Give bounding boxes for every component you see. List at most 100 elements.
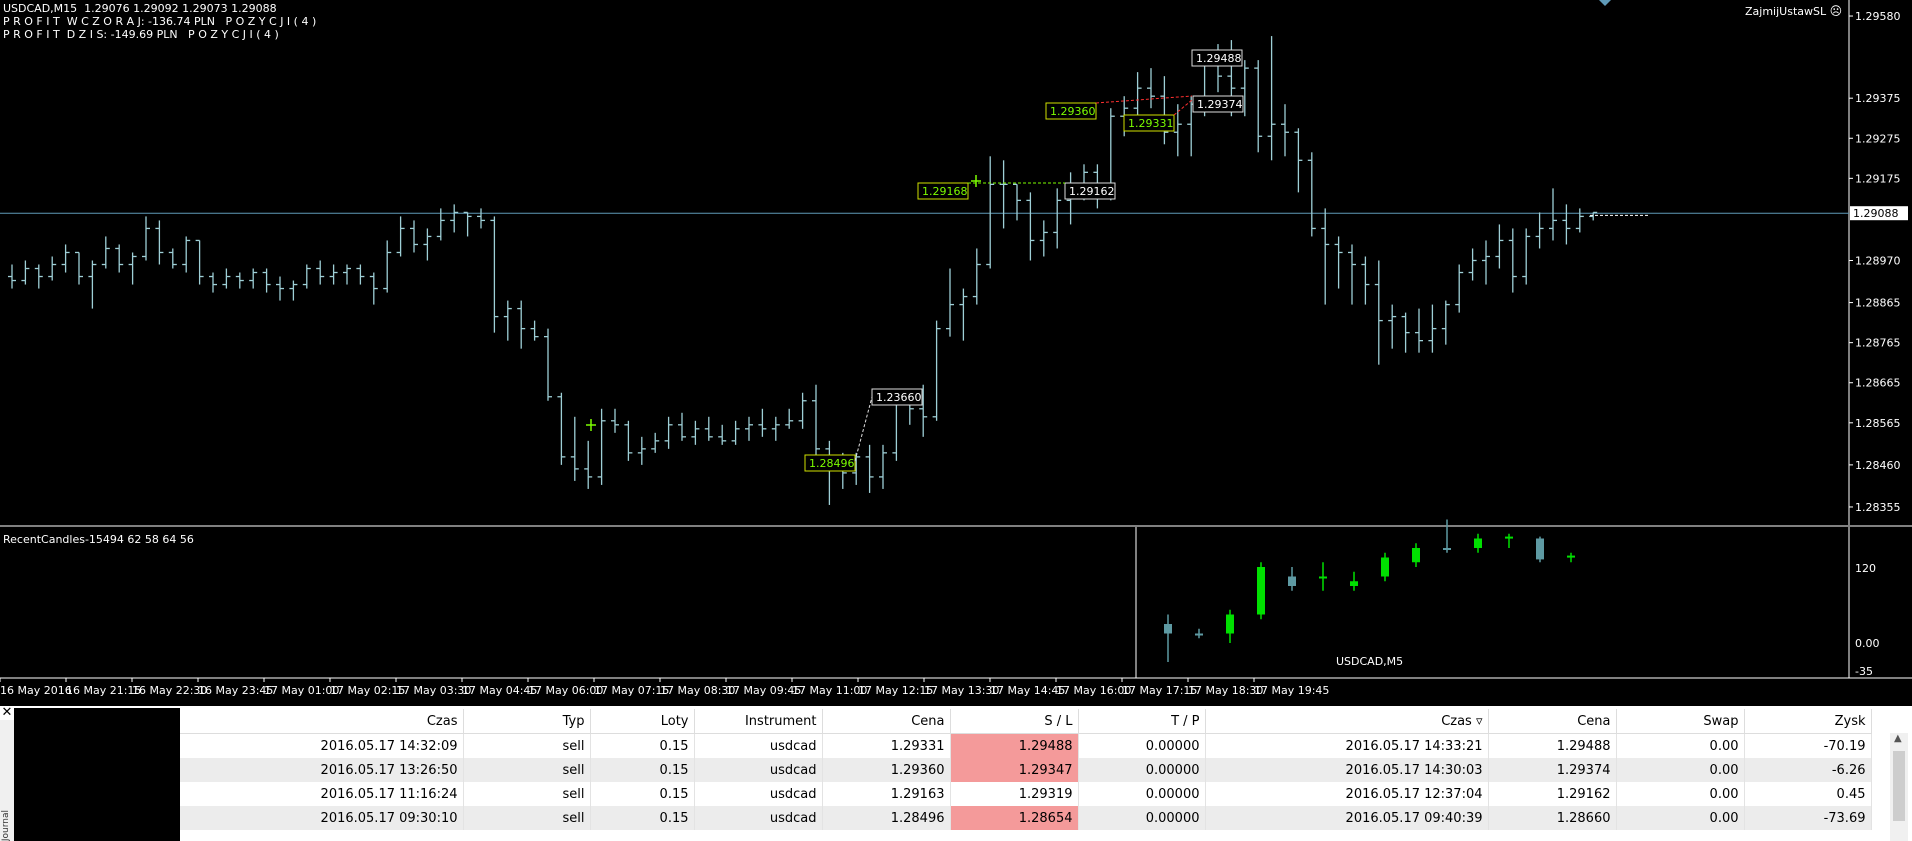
column-header[interactable]: S / L: [950, 709, 1079, 734]
trade-price-text: 1.29374: [1197, 98, 1243, 111]
column-header[interactable]: Cena: [1488, 709, 1617, 734]
column-header[interactable]: Cena: [822, 709, 951, 734]
time-tick-label: 17 May 13:30: [924, 684, 999, 697]
smiley-icon[interactable]: ☹: [1829, 4, 1843, 18]
ohlc-bar: [1589, 211, 1598, 221]
table-cell: 1.29331: [822, 733, 951, 758]
column-header[interactable]: Instrument: [694, 709, 823, 734]
ohlc-bar: [731, 420, 740, 445]
time-tick-label: 17 May 01:00: [264, 684, 339, 697]
trade-link: [854, 396, 873, 462]
table-cell: 0.00000: [1078, 782, 1206, 806]
ohlc-bar: [1334, 236, 1343, 289]
indicator-candle: [1319, 562, 1327, 591]
table-cell: 1.29488: [950, 733, 1079, 758]
trade-link: [1173, 99, 1193, 116]
indicator-candle: [1288, 567, 1296, 591]
table-row[interactable]: 2016.05.17 09:30:10 sell 0.15 usdcad 1.28496…: [180, 806, 1872, 830]
ohlc-bar: [450, 204, 459, 233]
current-price-box: [1850, 206, 1908, 221]
table-cell: 0.00000: [1078, 733, 1206, 758]
price-tick-label: 1.28970: [1855, 254, 1901, 267]
price-tick-label: 1.29275: [1855, 132, 1901, 145]
table-cell: 0.15: [590, 758, 695, 782]
time-tick-label: 16 May 2016: [0, 684, 72, 697]
ohlc-bar: [182, 236, 191, 273]
price-chart[interactable]: 1.29580 1.29375 1.29275 1.29175 1.28970 1.288…: [0, 0, 1912, 706]
ohlc-bar: [34, 264, 43, 289]
ohlc-bar: [1240, 60, 1249, 117]
table-scrollbar[interactable]: ▲: [1890, 733, 1908, 841]
ohlc-bar: [1495, 224, 1504, 269]
column-header[interactable]: T / P: [1078, 709, 1206, 734]
column-header[interactable]: Swap: [1616, 709, 1745, 734]
ohlc-bar: [1267, 36, 1276, 161]
indicator-sublabel: USDCAD,M5: [1336, 655, 1404, 668]
table-row[interactable]: 2016.05.17 11:16:24 sell 0.15 usdcad 1.29163…: [180, 782, 1872, 806]
price-tick-label: 1.28460: [1855, 459, 1901, 472]
ohlc-bar: [1562, 204, 1571, 245]
column-header[interactable]: Zysk: [1744, 709, 1872, 734]
time-tick-label: 16 May 22:30: [132, 684, 207, 697]
ohlc-bar: [1441, 300, 1450, 345]
ohlc-bar: [410, 220, 418, 253]
ohlc-bar: [396, 216, 405, 257]
symbol-info: USDCAD,M15 1.29076 1.29092 1.29073 1.290…: [3, 2, 277, 15]
time-tick-label: 17 May 19:45: [1254, 684, 1329, 697]
table-cell: -6.26: [1744, 758, 1872, 782]
user-label[interactable]: ZajmijUstawSL ☹: [1745, 4, 1842, 18]
close-icon[interactable]: ✕: [1, 705, 13, 720]
price-tick-label: 1.28665: [1855, 377, 1901, 390]
time-tick-label: 16 May 23:45: [198, 684, 273, 697]
ohlc-bar: [262, 268, 271, 293]
table-cell: 1.29488: [1488, 733, 1617, 758]
entry-marker: [971, 175, 981, 187]
ohlc-bar: [785, 408, 794, 429]
ohlc-bar: [1455, 264, 1464, 313]
ohlc-bar: [289, 280, 298, 301]
ohlc-bar: [61, 244, 70, 273]
ohlc-bar: [249, 268, 258, 289]
table-cell: -70.19: [1744, 733, 1872, 758]
profit-today: P R O F I T D Z I S: -149.69 PLN P O Z Y…: [3, 28, 279, 41]
ohlc-bar: [544, 328, 552, 401]
table-row[interactable]: 2016.05.17 14:32:09 sell 0.15 usdcad 1.29331…: [180, 733, 1872, 758]
table-row[interactable]: 2016.05.17 13:26:50 sell 0.15 usdcad 1.29360…: [180, 758, 1872, 782]
table-cell: 1.29374: [1488, 758, 1617, 782]
column-header[interactable]: Czas: [180, 709, 464, 734]
table-cell: 1.29162: [1488, 782, 1617, 806]
ohlc-bar: [1013, 183, 1021, 221]
scroll-thumb[interactable]: [1893, 751, 1905, 821]
ohlc-bar: [1281, 104, 1289, 157]
column-header[interactable]: Czas ▿: [1205, 709, 1489, 734]
ohlc-bar: [1428, 304, 1437, 353]
ohlc-bar: [932, 320, 941, 421]
ohlc-bar: [1388, 304, 1397, 349]
price-tick-label: 1.29580: [1855, 10, 1901, 23]
indicator-candle: [1412, 543, 1420, 567]
table-cell: 0.15: [590, 733, 695, 758]
ohlc-bar: [1039, 220, 1048, 257]
trade-label: 1.29162: [1064, 182, 1116, 200]
table-cell: 1.28654: [950, 806, 1079, 830]
table-cell: sell: [463, 806, 591, 830]
ohlc-bar: [530, 320, 539, 341]
ohlc-bar: [8, 264, 16, 289]
entry-marker: [586, 419, 596, 431]
table-cell: 0.00: [1616, 733, 1745, 758]
table-cell: 0.00: [1616, 758, 1745, 782]
ohlc-bar: [1294, 128, 1303, 193]
indicator-candle: [1443, 519, 1451, 553]
indicator-candle: [1474, 533, 1482, 553]
trade-label: 1.29374: [1192, 95, 1244, 113]
ohlc-bar: [383, 240, 392, 293]
indicator-candle: [1536, 536, 1544, 563]
column-header[interactable]: Typ: [463, 709, 591, 734]
column-header[interactable]: Loty: [590, 709, 695, 734]
scroll-up-icon[interactable]: ▲: [1894, 733, 1902, 744]
ohlc-bar: [1307, 152, 1316, 237]
side-tab[interactable]: Journal: [0, 720, 15, 841]
trade-price-text: 1.28496: [809, 457, 855, 470]
ohlc-bar: [1468, 248, 1477, 281]
